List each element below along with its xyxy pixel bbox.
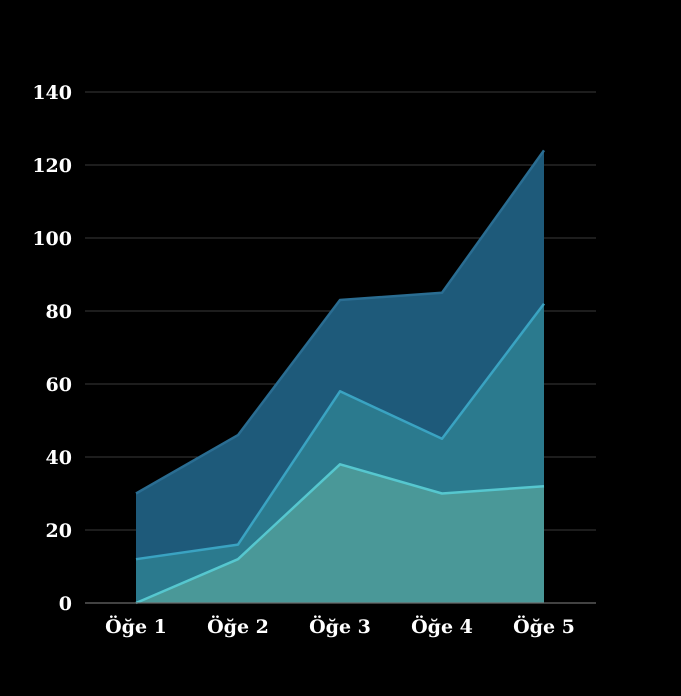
y-tick-label-40: 40 bbox=[46, 447, 72, 469]
area-line-series-3 bbox=[135, 149, 546, 495]
y-tick-label-140: 140 bbox=[32, 82, 72, 104]
y-tick-label-60: 60 bbox=[46, 374, 72, 396]
area-series-layer bbox=[135, 149, 546, 605]
y-tick-label-20: 20 bbox=[46, 520, 72, 542]
area-series-2 bbox=[136, 303, 544, 603]
area-line-series-2 bbox=[135, 302, 545, 561]
area-line-series-1 bbox=[135, 463, 545, 605]
area-series-1 bbox=[136, 464, 544, 603]
y-tick-label-80: 80 bbox=[46, 301, 72, 323]
tick-label-layer: 0 20 40 60 80 100 120 140 Öğe 1 Öğe 2 Öğe 3 Öğe 4 Öğ… bbox=[32, 82, 575, 638]
x-tick-label-1: Öğe 1 bbox=[105, 615, 167, 638]
x-tick-label-3: Öğe 3 bbox=[309, 615, 371, 638]
area-series-3 bbox=[136, 150, 544, 560]
y-tick-label-0: 0 bbox=[59, 593, 72, 615]
y-tick-label-120: 120 bbox=[32, 155, 72, 177]
x-tick-label-5: Öğe 5 bbox=[513, 615, 575, 638]
y-tick-label-100: 100 bbox=[32, 228, 72, 250]
x-tick-label-2: Öğe 2 bbox=[207, 615, 269, 638]
x-tick-label-4: Öğe 4 bbox=[411, 615, 473, 638]
